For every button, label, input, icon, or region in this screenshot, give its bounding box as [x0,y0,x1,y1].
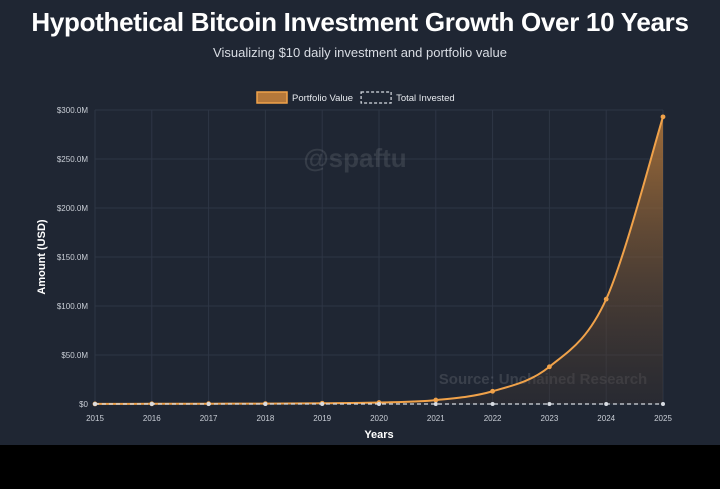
total-invested-point [377,402,381,406]
y-axis-title: Amount (USD) [36,219,48,294]
portfolio-value-area [95,116,663,405]
y-tick-label: $150.0M [57,253,88,262]
x-tick-label: 2025 [654,414,672,423]
chart-subtitle: Visualizing $10 daily investment and por… [213,45,507,60]
y-tick-label: $50.0M [61,351,88,360]
total-invested-point [661,402,665,406]
y-tick-label: $0 [79,400,88,409]
y-tick-label: $300.0M [57,106,88,115]
x-tick-label: 2021 [427,414,445,423]
total-invested-point [547,402,552,406]
total-invested-point [490,402,495,406]
series-layer [92,114,666,407]
y-tick-label: $100.0M [57,302,88,311]
total-invested-point [433,402,438,406]
legend-label: Total Invested [396,93,455,104]
x-tick-label: 2018 [257,414,275,423]
watermark-text: @spaftu [303,143,406,173]
portfolio-value-point [547,364,552,370]
total-invested-point [604,402,609,406]
chart-canvas: @spaftu Source: Unchained Research $0$50… [36,91,672,441]
total-invested-point [206,402,211,406]
x-tick-label: 2020 [370,414,388,423]
x-tick-label: 2019 [313,414,331,423]
total-invested-point [320,402,325,406]
chart-frame: Hypothetical Bitcoin Investment Growth O… [0,0,720,445]
legend-swatch-portfolio [256,91,288,104]
x-tick-label: 2024 [597,414,615,423]
x-tick-label: 2023 [541,414,559,423]
total-invested-point [263,402,268,406]
portfolio-value-point [660,114,666,120]
legend: Portfolio Value Total Invested [256,91,455,104]
portfolio-value-point [433,397,439,403]
x-tick-label: 2016 [143,414,161,423]
legend-swatch-invested [360,91,392,104]
y-tick-label: $250.0M [57,155,88,164]
total-invested-point [149,402,154,406]
x-tick-label: 2022 [484,414,502,423]
x-axis-ticks: 2015 2016 2017 2018 2019 2020 2021 2022 2023 2024… [86,414,672,423]
total-invested-point [93,402,97,406]
x-tick-label: 2017 [200,414,218,423]
x-axis-title: Years [364,429,393,441]
portfolio-value-point [490,388,495,394]
y-tick-label: $200.0M [57,204,88,213]
chart-title: Hypothetical Bitcoin Investment Growth O… [31,7,689,37]
legend-label: Portfolio Value [292,93,353,104]
y-axis-ticks: $0 $50.0M $100.0M $150.0M $200.0M $250.0M $300… [57,106,89,409]
portfolio-area [95,116,663,405]
portfolio-value-point [603,296,609,302]
x-tick-label: 2015 [86,414,104,423]
